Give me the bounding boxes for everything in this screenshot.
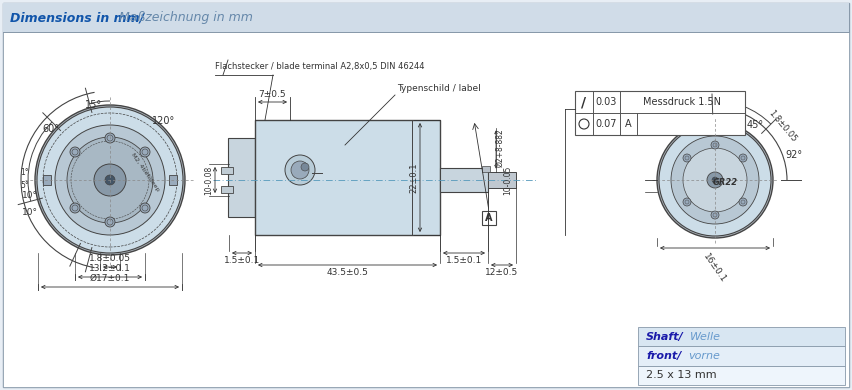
Text: Ø17±0.1: Ø17±0.1 bbox=[89, 274, 130, 283]
Text: 2.5 x 13 mm: 2.5 x 13 mm bbox=[646, 370, 717, 380]
Text: A: A bbox=[486, 213, 492, 223]
Bar bbox=[169, 175, 177, 185]
Text: M2, 4tief/deep: M2, 4tief/deep bbox=[130, 152, 160, 192]
Text: 0.07: 0.07 bbox=[596, 119, 617, 129]
Circle shape bbox=[70, 203, 80, 213]
Text: 43.5±0.5: 43.5±0.5 bbox=[326, 268, 368, 277]
Bar bbox=[488, 172, 516, 188]
Circle shape bbox=[105, 175, 115, 185]
Text: Typenschild / label: Typenschild / label bbox=[397, 84, 481, 93]
Circle shape bbox=[707, 172, 723, 188]
Text: 45°: 45° bbox=[747, 120, 764, 130]
Text: 0.03: 0.03 bbox=[596, 97, 617, 107]
Bar bbox=[482, 166, 490, 172]
Bar bbox=[575, 91, 745, 135]
Circle shape bbox=[671, 136, 759, 224]
Text: 10-0.05: 10-0.05 bbox=[504, 165, 513, 195]
Circle shape bbox=[105, 217, 115, 227]
Text: 1°: 1° bbox=[20, 168, 29, 177]
Circle shape bbox=[683, 154, 691, 162]
Circle shape bbox=[711, 211, 719, 219]
Text: 1.8±0.05: 1.8±0.05 bbox=[767, 109, 798, 144]
Text: 120°: 120° bbox=[152, 116, 176, 126]
Circle shape bbox=[657, 122, 773, 238]
Bar bbox=[440, 168, 488, 192]
Bar bbox=[255, 120, 440, 235]
Text: Flachstecker / blade terminal A2,8x0,5 DIN 46244: Flachstecker / blade terminal A2,8x0,5 D… bbox=[215, 62, 424, 71]
Circle shape bbox=[712, 177, 718, 183]
Circle shape bbox=[55, 125, 165, 235]
Circle shape bbox=[37, 107, 183, 253]
Bar bbox=[3, 3, 849, 32]
Text: 10-0.08: 10-0.08 bbox=[204, 165, 213, 195]
Circle shape bbox=[140, 147, 150, 157]
Bar bbox=[221, 167, 233, 174]
Text: Dimensions in mm/: Dimensions in mm/ bbox=[10, 11, 144, 25]
Text: 1.8±0.05: 1.8±0.05 bbox=[89, 254, 131, 263]
Circle shape bbox=[683, 198, 691, 206]
Text: Messdruck 1.5N: Messdruck 1.5N bbox=[643, 97, 721, 107]
Text: Welle: Welle bbox=[690, 332, 721, 342]
Bar bbox=[43, 175, 51, 185]
Circle shape bbox=[739, 198, 747, 206]
Text: 1.5±0.1: 1.5±0.1 bbox=[224, 256, 260, 265]
Text: 15°: 15° bbox=[85, 100, 102, 110]
Circle shape bbox=[94, 164, 126, 196]
Text: Shaft/: Shaft/ bbox=[646, 332, 684, 342]
Text: 5°: 5° bbox=[20, 181, 29, 190]
Circle shape bbox=[285, 155, 315, 185]
Text: GR22: GR22 bbox=[712, 178, 738, 187]
Text: 10°: 10° bbox=[22, 208, 38, 217]
Text: 10°: 10° bbox=[22, 191, 38, 200]
Text: 12±0.5: 12±0.5 bbox=[486, 268, 519, 277]
Circle shape bbox=[140, 203, 150, 213]
Circle shape bbox=[105, 133, 115, 143]
Text: 1.5±0.1: 1.5±0.1 bbox=[446, 256, 482, 265]
Text: 7±0.5: 7±0.5 bbox=[259, 90, 286, 99]
Text: A: A bbox=[625, 119, 631, 129]
Circle shape bbox=[683, 148, 747, 212]
Text: 92°: 92° bbox=[785, 150, 802, 160]
Text: Maßzeichnung in mm: Maßzeichnung in mm bbox=[115, 11, 253, 25]
Text: /: / bbox=[581, 95, 586, 109]
Bar bbox=[228, 138, 255, 217]
Bar bbox=[482, 211, 496, 225]
Circle shape bbox=[301, 163, 309, 171]
Bar bbox=[221, 186, 233, 193]
Circle shape bbox=[70, 147, 80, 157]
Text: 16±0.1: 16±0.1 bbox=[702, 252, 728, 284]
Circle shape bbox=[67, 137, 153, 223]
Text: Ø2+8-882: Ø2+8-882 bbox=[496, 128, 504, 167]
Text: 13.2±0.1: 13.2±0.1 bbox=[89, 264, 131, 273]
Text: vorne: vorne bbox=[688, 351, 720, 361]
Circle shape bbox=[711, 141, 719, 149]
Text: front/: front/ bbox=[646, 351, 682, 361]
Bar bbox=[638, 346, 845, 366]
Bar bbox=[638, 327, 845, 346]
Circle shape bbox=[291, 161, 309, 179]
Text: 22±0.1: 22±0.1 bbox=[409, 162, 418, 193]
Circle shape bbox=[739, 154, 747, 162]
Bar bbox=[638, 366, 845, 385]
Text: 60°: 60° bbox=[42, 124, 59, 134]
Circle shape bbox=[659, 124, 771, 236]
Circle shape bbox=[35, 105, 185, 255]
